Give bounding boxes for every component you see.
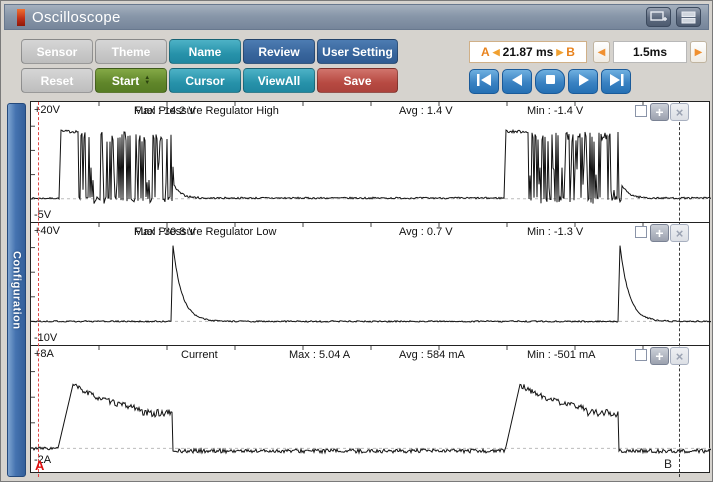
cursor-a-tag: A xyxy=(481,45,490,59)
window-title: Oscilloscope xyxy=(32,8,121,26)
cursor-b-arrow-icon: ▶ xyxy=(556,46,564,57)
configuration-tab[interactable]: Configuration xyxy=(7,103,26,477)
channel-avg-value: Avg : 1.4 V xyxy=(399,105,453,117)
sensor-button[interactable]: Sensor xyxy=(21,39,93,64)
timebase-value[interactable]: 1.5ms xyxy=(613,41,687,63)
channel-name: Fuel Pressure Regulator Low xyxy=(134,226,277,238)
step-back-button[interactable] xyxy=(502,69,532,94)
button-label: Reset xyxy=(40,73,74,88)
channel-1-zoom-in-button[interactable]: + xyxy=(650,103,669,121)
channel-min-value: Min : -1.3 V xyxy=(527,226,584,238)
tile-windows-icon xyxy=(681,11,696,23)
channel-3-zoom-in-button[interactable]: + xyxy=(650,347,669,365)
right-triangle-icon: ▶ xyxy=(694,46,703,58)
skip-to-start-icon xyxy=(473,71,495,92)
channel-panel-3[interactable]: +8A -2A Max : 5.04 A Current Avg : 584 mA Min… xyxy=(30,345,711,473)
waveform-plot xyxy=(31,102,711,205)
channel-1-close-button[interactable]: × xyxy=(670,103,689,121)
channel-2-zoom-in-button[interactable]: + xyxy=(650,224,669,242)
new-window-icon xyxy=(650,10,667,21)
app-icon xyxy=(17,8,25,26)
stop-icon xyxy=(539,71,561,92)
skip-to-end-button[interactable] xyxy=(601,69,631,94)
viewall-button[interactable]: ViewAll xyxy=(243,68,315,93)
titlebar-buttons xyxy=(646,7,704,27)
spinner-arrows-icon: ▲ ▼ xyxy=(144,74,151,86)
configuration-tab-label: Configuration xyxy=(10,250,23,330)
title-bar: Oscilloscope xyxy=(4,4,709,30)
button-label: User Setting xyxy=(322,44,393,59)
channel-top-scale-label: +20V xyxy=(34,104,60,116)
waveform-trace xyxy=(31,128,711,205)
save-button[interactable]: Save xyxy=(317,68,398,93)
reset-button[interactable]: Reset xyxy=(21,68,93,93)
play-button[interactable] xyxy=(568,69,598,94)
waveform-trace xyxy=(31,245,711,323)
step-back-icon xyxy=(506,71,528,92)
play-icon xyxy=(572,71,594,92)
channel-min-value: Min : -501 mA xyxy=(527,349,596,361)
button-label: ViewAll xyxy=(257,73,301,88)
channel-avg-value: Avg : 0.7 V xyxy=(399,226,453,238)
channel-name: Current xyxy=(181,349,218,361)
channel-3-select-checkbox[interactable] xyxy=(635,349,647,361)
timebase-decrease-button[interactable]: ◀ xyxy=(593,41,610,63)
channel-avg-value: Avg : 584 mA xyxy=(399,349,465,361)
button-label: Name xyxy=(188,44,222,59)
button-label: Cursor xyxy=(185,73,225,88)
waveform-plot xyxy=(31,346,711,455)
split-view-button[interactable] xyxy=(676,7,701,27)
channel-top-scale-label: +40V xyxy=(34,225,60,237)
button-label: Theme xyxy=(111,44,151,59)
start-button[interactable]: Start ▲ ▼ xyxy=(95,68,167,93)
channel-max-value: Max : 5.04 A xyxy=(289,349,351,361)
user-setting-button[interactable]: User Setting xyxy=(317,39,398,64)
channel-name: Fuel Pressure Regulator High xyxy=(134,105,279,117)
channel-2-close-button[interactable]: × xyxy=(670,224,689,242)
channel-min-value: Min : -1.4 V xyxy=(527,105,584,117)
channel-bottom-scale-label: -10V xyxy=(34,332,58,344)
popup-window-button[interactable] xyxy=(646,7,671,27)
waveform-trace xyxy=(31,383,711,455)
channel-panels: +20V -5V Fuel Pressure Regulator High Max :… xyxy=(30,101,712,473)
channel-panel-2[interactable]: +40V -10V Fuel Pressure Regulator Low Max :… xyxy=(30,222,711,345)
cursor-a-label: A xyxy=(35,458,45,473)
cursor-a-arrow-icon: ◀ xyxy=(492,46,500,57)
name-button[interactable]: Name xyxy=(169,39,241,64)
channel-bottom-scale-label: -5V xyxy=(34,209,52,221)
cursor-delta-value: 21.87 ms xyxy=(502,45,554,59)
channel-2-select-checkbox[interactable] xyxy=(635,226,647,238)
cursor-ab-readout: A ◀ 21.87 ms ▶ B xyxy=(469,41,587,63)
review-button[interactable]: Review xyxy=(243,39,315,64)
button-label: Start xyxy=(111,73,140,88)
button-label: Review xyxy=(258,44,300,59)
button-label: Save xyxy=(343,73,372,88)
channel-top-scale-label: +8A xyxy=(34,348,54,360)
channel-panel-1[interactable]: +20V -5V Fuel Pressure Regulator High Max :… xyxy=(30,101,711,222)
stop-button[interactable] xyxy=(535,69,565,94)
waveform-plot xyxy=(31,223,711,323)
left-triangle-icon: ◀ xyxy=(597,46,606,58)
skip-to-start-button[interactable] xyxy=(469,69,499,94)
channel-3-close-button[interactable]: × xyxy=(670,347,689,365)
timebase-increase-button[interactable]: ▶ xyxy=(690,41,707,63)
button-label: Sensor xyxy=(36,44,78,59)
cursor-b-label: B xyxy=(664,457,673,471)
channel-1-select-checkbox[interactable] xyxy=(635,105,647,117)
charts-area: Configuration +20V -5V Fuel Pressure Regul… xyxy=(1,101,712,479)
channel-max-value: Max : 14.2 V xyxy=(134,105,196,117)
cursor-b-tag: B xyxy=(566,45,575,59)
skip-to-end-icon xyxy=(605,71,627,92)
theme-button[interactable]: Theme xyxy=(95,39,167,64)
channel-max-value: Max : 30.8 V xyxy=(134,226,196,238)
cursor-button[interactable]: Cursor xyxy=(169,68,241,93)
